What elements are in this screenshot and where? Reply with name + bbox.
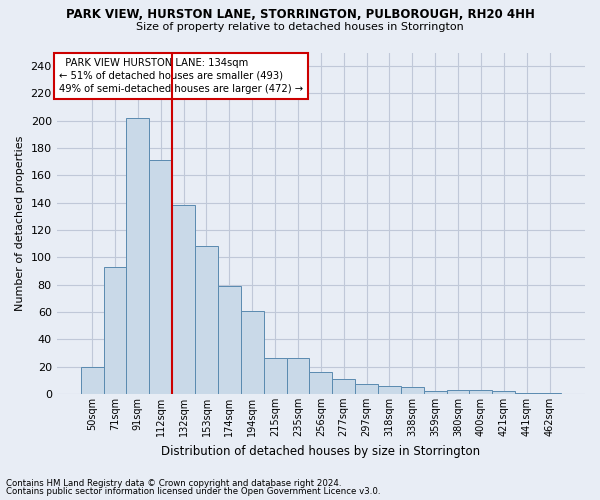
Text: Size of property relative to detached houses in Storrington: Size of property relative to detached ho… xyxy=(136,22,464,32)
Bar xyxy=(424,391,446,394)
Text: Contains public sector information licensed under the Open Government Licence v3: Contains public sector information licen… xyxy=(6,487,380,496)
Bar xyxy=(332,379,355,394)
Text: PARK VIEW, HURSTON LANE, STORRINGTON, PULBOROUGH, RH20 4HH: PARK VIEW, HURSTON LANE, STORRINGTON, PU… xyxy=(65,8,535,20)
Bar xyxy=(263,358,287,394)
Bar xyxy=(149,160,172,394)
Bar xyxy=(401,387,424,394)
Bar xyxy=(355,384,378,394)
Bar xyxy=(195,246,218,394)
Bar xyxy=(172,206,195,394)
Bar xyxy=(104,267,127,394)
Bar xyxy=(538,392,561,394)
Bar xyxy=(80,366,104,394)
Bar xyxy=(515,392,538,394)
Bar xyxy=(127,118,149,394)
Bar xyxy=(218,286,241,394)
X-axis label: Distribution of detached houses by size in Storrington: Distribution of detached houses by size … xyxy=(161,444,481,458)
Bar xyxy=(446,390,469,394)
Bar xyxy=(378,386,401,394)
Text: PARK VIEW HURSTON LANE: 134sqm  
← 51% of detached houses are smaller (493)
49% : PARK VIEW HURSTON LANE: 134sqm ← 51% of … xyxy=(59,58,304,94)
Bar xyxy=(287,358,310,394)
Text: Contains HM Land Registry data © Crown copyright and database right 2024.: Contains HM Land Registry data © Crown c… xyxy=(6,478,341,488)
Bar xyxy=(241,310,263,394)
Bar xyxy=(310,372,332,394)
Bar xyxy=(493,391,515,394)
Bar xyxy=(469,390,493,394)
Y-axis label: Number of detached properties: Number of detached properties xyxy=(15,136,25,311)
